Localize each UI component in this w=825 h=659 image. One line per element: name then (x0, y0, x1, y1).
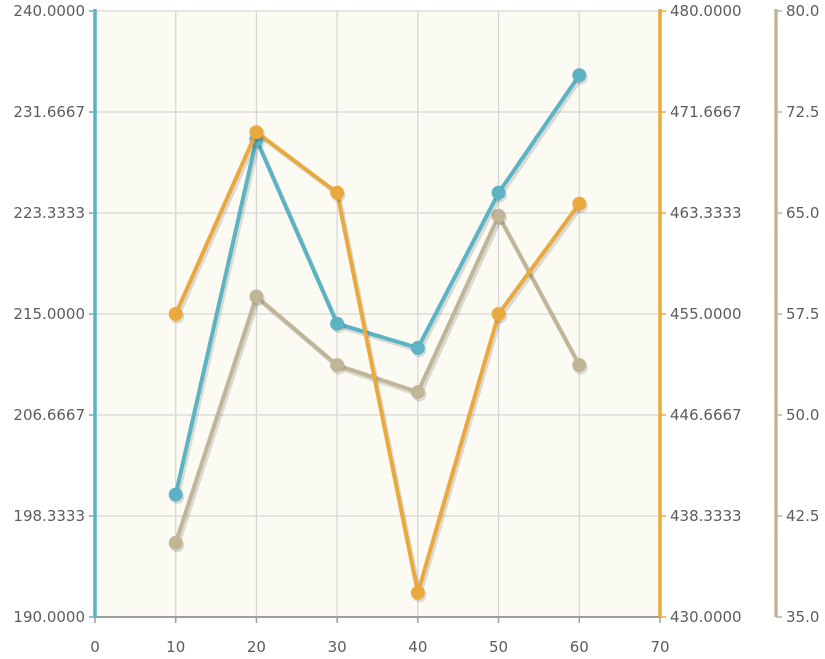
series-line (173, 130, 582, 595)
series-point (491, 307, 506, 321)
y-tick-label-left: 206.6667 (13, 406, 85, 424)
series-point (249, 289, 264, 304)
x-tick-label: 20 (247, 638, 266, 656)
series-point (330, 316, 345, 331)
series-point (168, 535, 183, 550)
series-point (410, 340, 425, 355)
x-tick-label: 0 (90, 638, 100, 656)
y-tick-label-right1: 471.6667 (670, 103, 742, 121)
y-tick-label-left: 240.0000 (13, 2, 85, 20)
series-right2 (168, 208, 588, 553)
y-tick-label-left: 223.3333 (13, 204, 85, 222)
series-point (491, 208, 506, 223)
y-tick-label-right1: 480.0000 (670, 2, 742, 20)
series-line-shadow (175, 77, 583, 499)
y-tick-label-right2: 65.0 (786, 204, 819, 222)
x-tick-label: 40 (408, 638, 427, 656)
x-tick-label: 50 (489, 638, 508, 656)
y-tick-label-left: 198.3333 (13, 507, 85, 525)
y-tick-label-right1: 438.3333 (670, 507, 742, 525)
y-tick-label-left: 231.6667 (13, 103, 85, 121)
x-tick-label: 10 (166, 638, 185, 656)
y-tick-label-left: 215.0000 (13, 305, 85, 323)
x-tick-label: 30 (328, 638, 347, 656)
series-point (572, 358, 587, 373)
y-tick-label-right2: 50.0 (786, 406, 819, 424)
series-line (173, 213, 582, 545)
y-tick-label-right2: 42.5 (786, 507, 819, 525)
y-tick-label-right2: 57.5 (786, 305, 819, 323)
y-tick-label-right2: 35.0 (786, 608, 819, 626)
series-left (168, 68, 588, 505)
series-right1 (168, 125, 588, 603)
series-point (491, 185, 506, 200)
x-tick-label: 60 (570, 638, 589, 656)
series-point (572, 68, 587, 83)
series-point (330, 358, 345, 373)
y-tick-label-right2: 80.0 (786, 2, 819, 20)
series-point (410, 585, 425, 600)
series-point (168, 307, 183, 321)
y-tick-label-right1: 455.0000 (670, 305, 742, 323)
series-point (168, 487, 183, 502)
y-tick-label-right1: 446.6667 (670, 406, 742, 424)
series-point (410, 385, 425, 400)
series-point (249, 125, 264, 140)
y-tick-label-right1: 430.0000 (670, 608, 742, 626)
series-point (572, 196, 587, 211)
y-tick-label-left: 190.0000 (13, 608, 85, 626)
series-line (173, 73, 582, 497)
series-point (330, 185, 345, 200)
y-tick-label-right1: 463.3333 (670, 204, 742, 222)
x-tick-label: 70 (650, 638, 669, 656)
y-tick-label-right2: 72.5 (786, 103, 819, 121)
